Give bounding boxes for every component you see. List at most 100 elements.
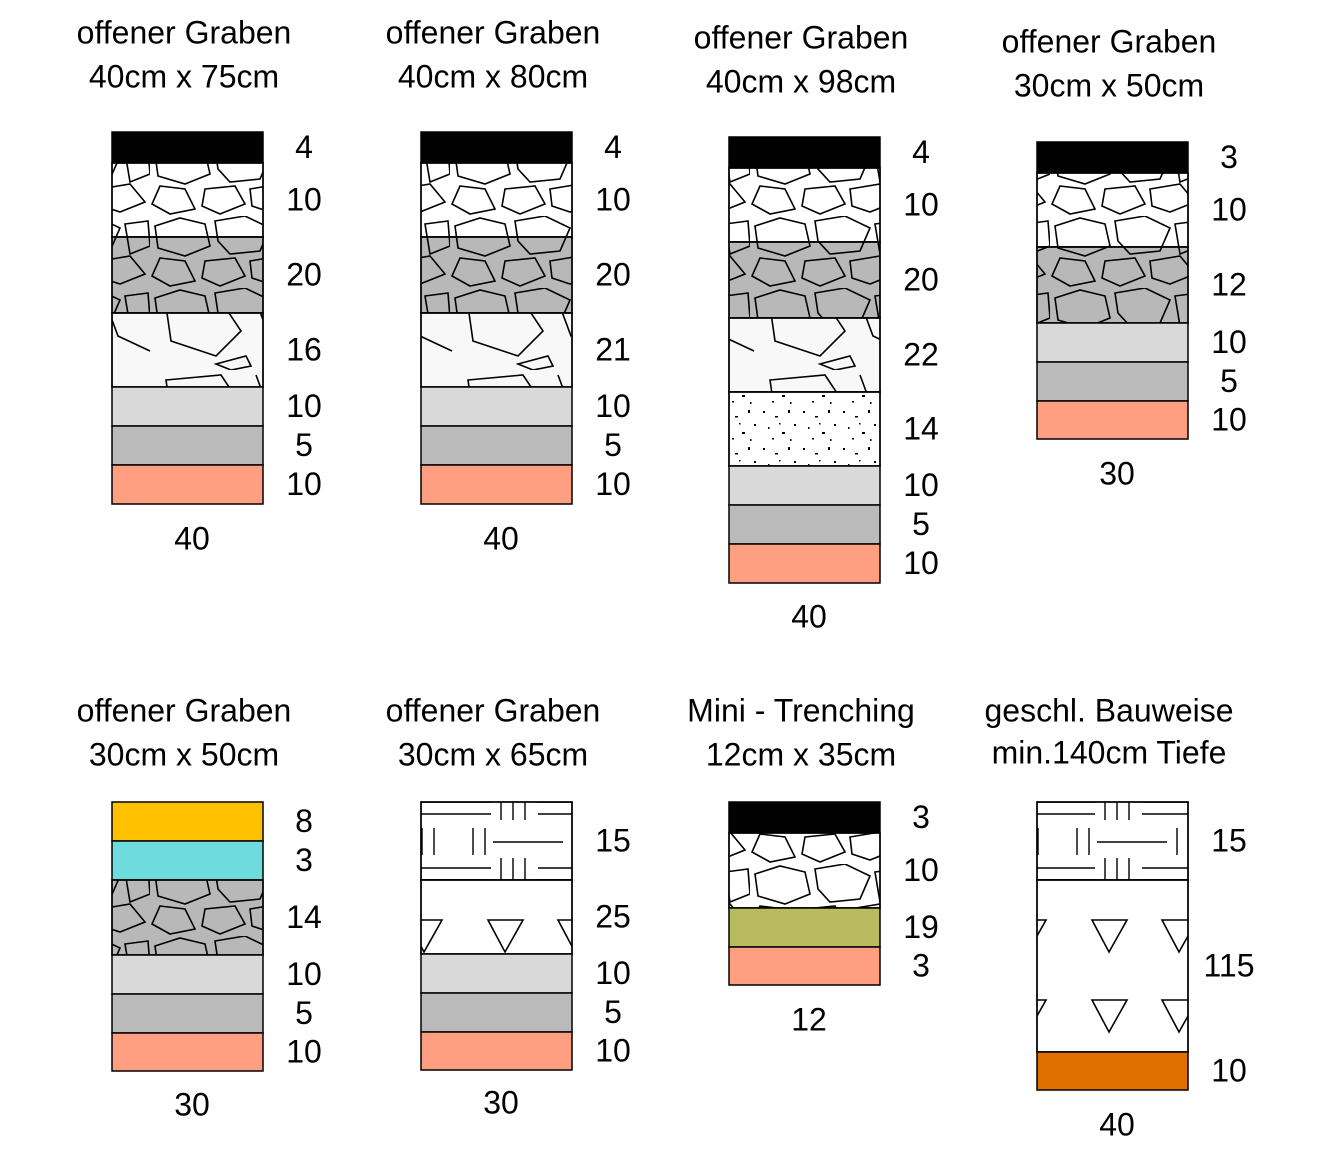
trench-width: 12 — [791, 1001, 827, 1037]
layer-thickness: 10 — [903, 545, 939, 581]
layer-thickness: 10 — [1211, 401, 1247, 437]
layer — [420, 425, 573, 466]
layer — [111, 464, 264, 505]
layer — [111, 840, 264, 881]
layer — [111, 954, 264, 995]
layer-thickness: 3 — [295, 842, 313, 878]
layer — [728, 136, 881, 169]
layer-thickness: 10 — [286, 466, 322, 502]
trench-width: 30 — [483, 1084, 519, 1120]
trench-width: 30 — [174, 1086, 210, 1122]
layer-pattern — [111, 162, 264, 238]
layer-thickness: 5 — [295, 995, 313, 1031]
layer — [420, 464, 573, 505]
layer — [1036, 400, 1189, 440]
layer — [1036, 361, 1189, 402]
layer — [420, 386, 573, 427]
layer-pattern — [420, 312, 573, 388]
profile-title: 30cm x 65cm — [398, 736, 588, 772]
layer — [111, 1032, 264, 1072]
layer-thickness: 21 — [595, 331, 631, 367]
layer — [111, 425, 264, 466]
layer-pattern — [728, 317, 881, 393]
layer-thickness: 3 — [912, 947, 930, 983]
layer — [111, 131, 264, 164]
layer-thickness: 10 — [286, 388, 322, 424]
layer-pattern — [1036, 801, 1189, 881]
profile-title: 30cm x 50cm — [1014, 67, 1204, 103]
layer-thickness: 10 — [1211, 1052, 1247, 1088]
profile-title: offener Graben — [77, 14, 292, 50]
layer — [728, 465, 881, 506]
layer-thickness: 10 — [286, 181, 322, 217]
layer-thickness: 10 — [595, 466, 631, 502]
layer-thickness: 4 — [912, 134, 930, 170]
profile-title: min.140cm Tiefe — [992, 734, 1227, 770]
layer-thickness: 20 — [903, 261, 939, 297]
layer-pattern — [1036, 172, 1189, 248]
profile-title: 30cm x 50cm — [89, 736, 279, 772]
layer — [1036, 322, 1189, 363]
profile-title: 40cm x 75cm — [89, 58, 279, 94]
layer-pattern — [728, 241, 881, 319]
layer-thickness: 115 — [1203, 947, 1254, 983]
layer-thickness: 5 — [1220, 363, 1238, 399]
profile-title: offener Graben — [386, 14, 601, 50]
layer — [111, 801, 264, 842]
layer-thickness: 3 — [912, 799, 930, 835]
profile-title: geschl. Bauweise — [984, 692, 1233, 728]
layer-thickness: 22 — [903, 336, 939, 372]
layer-thickness: 5 — [295, 427, 313, 463]
layer-pattern — [111, 879, 264, 956]
layer-thickness: 16 — [286, 331, 322, 367]
trench-width: 40 — [483, 520, 519, 556]
profile-title: offener Graben — [386, 692, 601, 728]
layer — [420, 1031, 573, 1071]
layer — [1036, 141, 1189, 174]
layer-thickness: 10 — [595, 1032, 631, 1068]
layer-pattern — [1036, 246, 1189, 324]
layer-thickness: 12 — [1211, 266, 1247, 302]
layer-thickness: 10 — [903, 467, 939, 503]
layer-thickness: 15 — [595, 822, 631, 858]
layer-thickness: 10 — [903, 186, 939, 222]
layer-pattern — [728, 391, 881, 467]
layer-thickness: 14 — [286, 899, 322, 935]
layer-thickness: 5 — [604, 427, 622, 463]
trench-width: 40 — [1099, 1106, 1135, 1142]
layer-thickness: 14 — [903, 410, 939, 446]
layer-thickness: 3 — [1220, 139, 1238, 175]
layer — [728, 801, 881, 834]
layer — [111, 386, 264, 427]
layer-pattern — [111, 236, 264, 314]
layer — [728, 543, 881, 584]
layer-thickness: 19 — [903, 909, 939, 945]
layer-thickness: 4 — [604, 129, 622, 165]
layer-pattern — [728, 167, 881, 243]
trench-width: 30 — [1099, 455, 1135, 491]
layer-thickness: 20 — [595, 256, 631, 292]
layer-pattern — [111, 312, 264, 388]
layer-thickness: 10 — [286, 956, 322, 992]
layer-pattern — [420, 236, 573, 314]
layer-pattern — [728, 832, 881, 909]
layer — [1036, 1051, 1189, 1091]
layer — [420, 992, 573, 1033]
profile-title: offener Graben — [77, 692, 292, 728]
layer-thickness: 10 — [595, 181, 631, 217]
layer-thickness: 25 — [595, 898, 631, 934]
layer-thickness: 5 — [604, 994, 622, 1030]
layer-thickness: 20 — [286, 256, 322, 292]
profile-title: offener Graben — [1002, 23, 1217, 59]
layer-pattern — [420, 162, 573, 238]
layer-pattern — [420, 801, 573, 881]
profile-title: offener Graben — [694, 19, 909, 55]
layer — [420, 953, 573, 994]
layer-thickness: 10 — [903, 852, 939, 888]
layer-thickness: 15 — [1211, 822, 1247, 858]
layer — [728, 504, 881, 545]
trench-width: 40 — [174, 520, 210, 556]
layer-thickness: 10 — [595, 955, 631, 991]
layer-thickness: 10 — [1211, 191, 1247, 227]
